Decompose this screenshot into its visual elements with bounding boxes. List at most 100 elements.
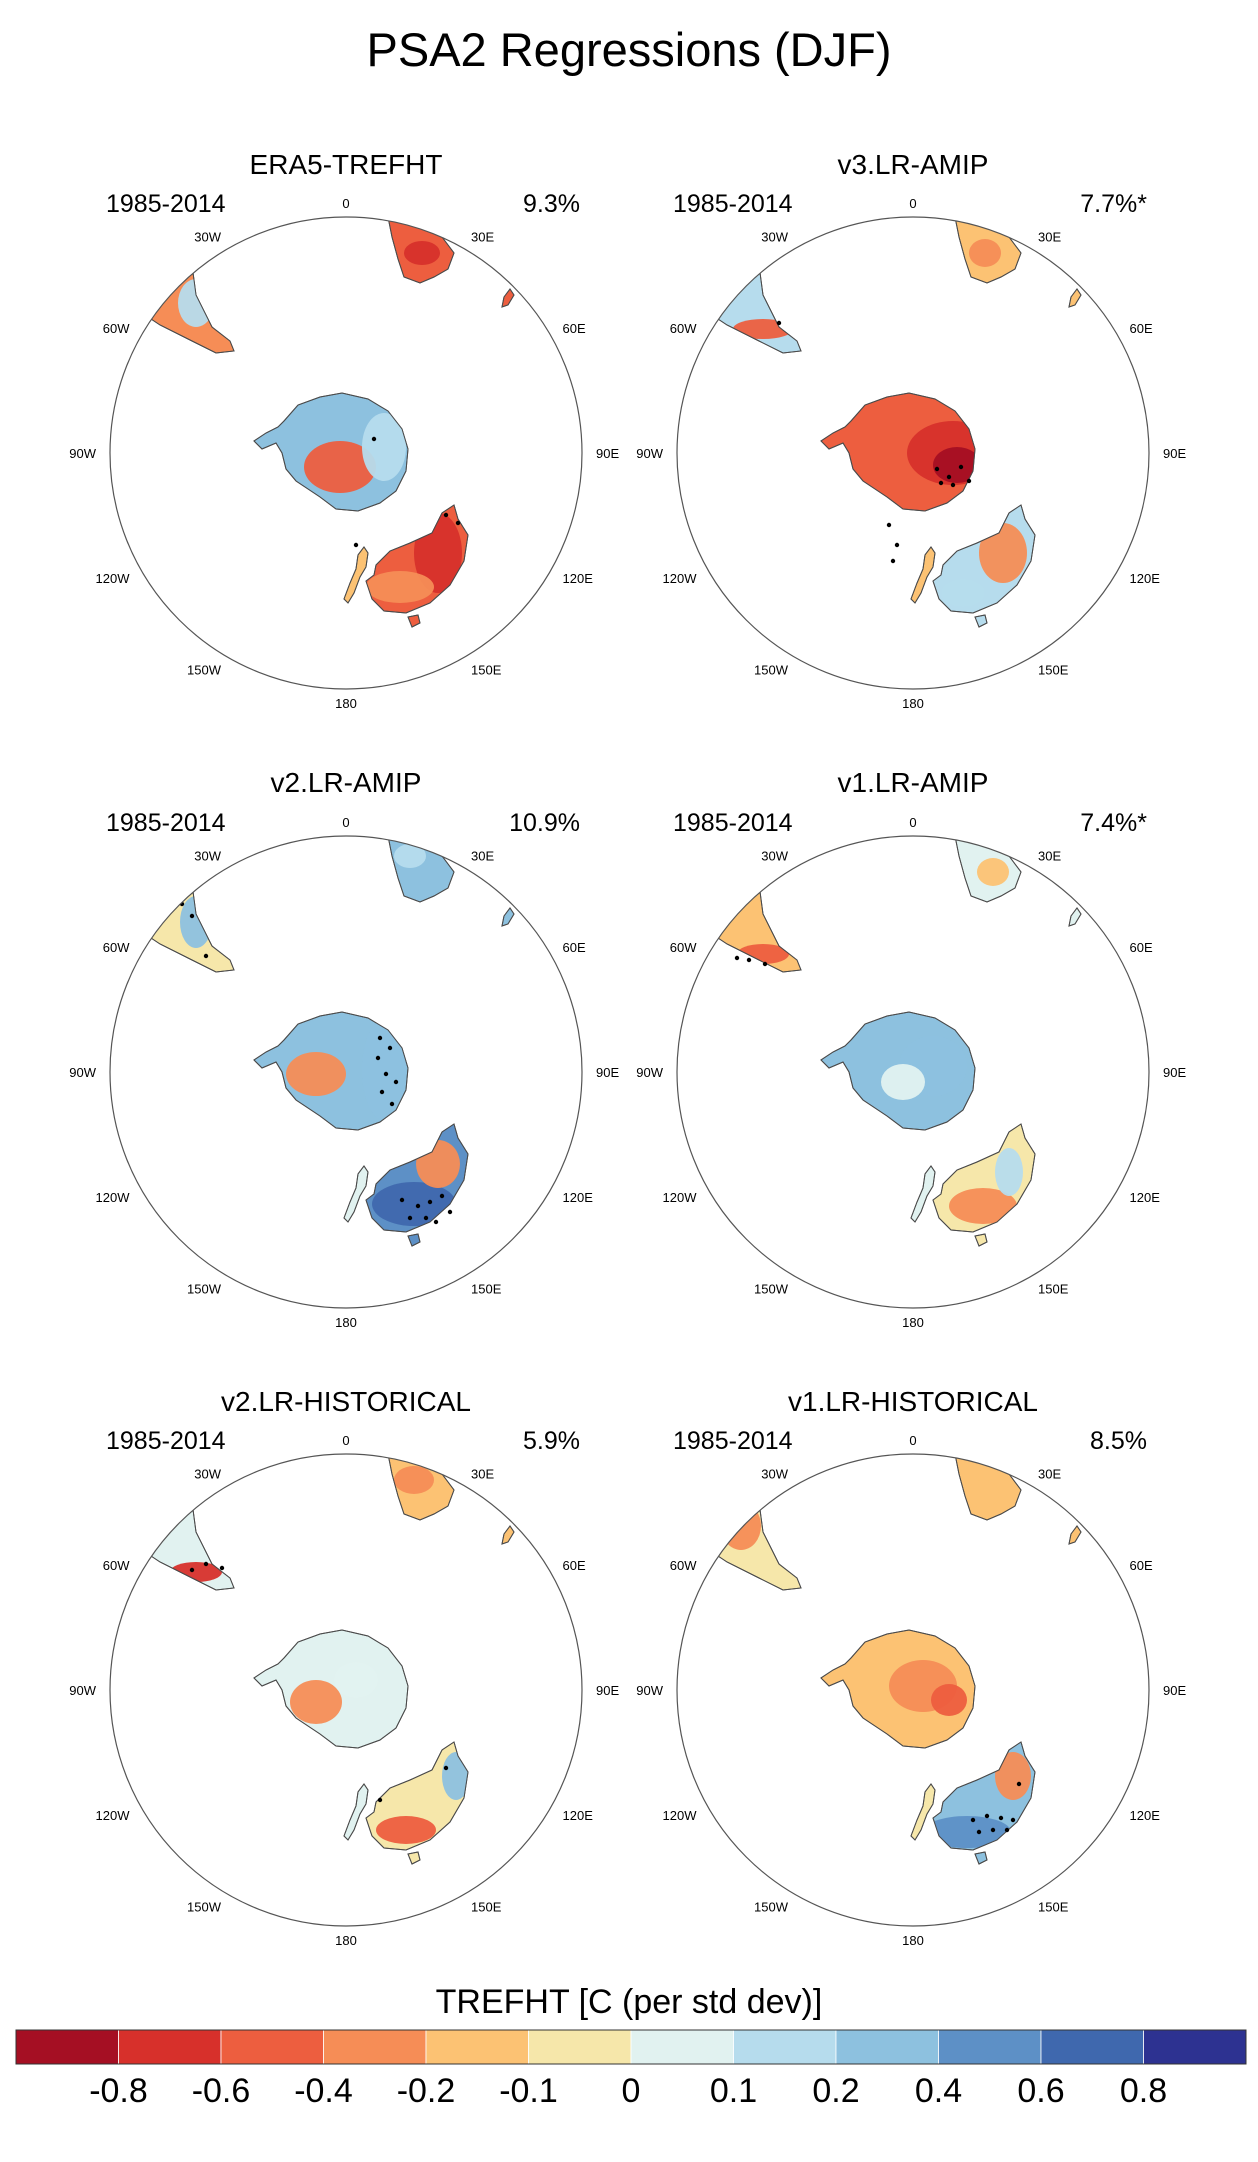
anomaly-contour [967, 1480, 999, 1508]
coastline [501, 1525, 515, 1545]
significance-dot [433, 1219, 439, 1225]
longitude-label: 0 [342, 196, 349, 211]
anomaly-contour [394, 844, 426, 868]
longitude-label: 120W [96, 1808, 131, 1823]
colorbar-tick-label: 0.4 [915, 2072, 962, 2110]
longitude-label: 30E [1038, 848, 1061, 863]
significance-dot [377, 1797, 383, 1803]
anomaly-contour [941, 579, 985, 607]
longitude-label: 30W [761, 1466, 788, 1481]
figure-title: PSA2 Regressions (DJF) [367, 23, 892, 76]
significance-dot [407, 1215, 413, 1221]
map-panel: v1.LR-AMIP 1985-2014 7.4%* 0 30E 60E 90E 120E 15… [636, 767, 1186, 1330]
significance-dot [966, 478, 972, 484]
significance-dot [423, 1215, 429, 1221]
longitude-label: 30W [194, 229, 221, 244]
significance-dot [1016, 1781, 1022, 1787]
polar-boundary [676, 1453, 1150, 1927]
longitude-label: 120E [1130, 571, 1161, 586]
longitude-label: 180 [335, 1933, 357, 1948]
anomaly-contour [969, 239, 1001, 267]
coastline [1068, 1525, 1082, 1545]
anomaly-contour [881, 1064, 925, 1100]
longitude-label: 150W [754, 663, 789, 678]
polar-boundary [109, 1453, 583, 1927]
map-panel: v2.LR-HISTORICAL 1985-2014 5.9% 0 30E 60E 90E 1… [69, 1386, 619, 1948]
longitude-label: 30W [761, 229, 788, 244]
coastline [820, 1629, 976, 1749]
map-disk [677, 836, 1149, 1308]
longitude-label: 60E [1130, 321, 1153, 336]
panel-title: v1.LR-HISTORICAL [788, 1386, 1038, 1417]
longitude-label: 60W [670, 940, 697, 955]
coastline [407, 1851, 421, 1865]
significance-dot [1010, 1817, 1016, 1823]
colorbar-swatch [938, 2029, 1042, 2065]
longitude-label: 90W [69, 446, 96, 461]
coastline [932, 504, 1036, 614]
map-panel: v2.LR-AMIP 1985-2014 10.9% 0 30E 60E 90E 120E 15… [69, 767, 619, 1330]
longitude-label: 90W [69, 1065, 96, 1080]
coastline [253, 392, 409, 512]
significance-dot [173, 254, 179, 260]
longitude-label: 150E [1038, 663, 1069, 678]
longitude-label: 150W [754, 1900, 789, 1915]
colorbar-title: TREFHT [C (per std dev)] [436, 1983, 823, 2021]
longitude-label: 180 [335, 1315, 357, 1330]
anomaly-contour [933, 447, 975, 483]
colorbar-tick-label: -0.4 [294, 2072, 353, 2110]
coastline [1068, 288, 1082, 308]
significance-dot [353, 542, 359, 548]
colorbar-swatch [630, 2029, 734, 2065]
colorbar-swatch [733, 2029, 837, 2065]
coastline [932, 1741, 1036, 1851]
colorbar-tick-label: -0.8 [89, 2072, 148, 2110]
panel-variance: 7.7%* [1080, 190, 1147, 218]
longitude-label: 150W [754, 1282, 789, 1297]
panel-grid: ERA5-TREFHT 1985-2014 9.3% 0 30E 60E 90E 120E 15… [69, 149, 1186, 1948]
significance-dot [776, 320, 782, 326]
significance-dot [393, 1079, 399, 1085]
significance-dot [984, 1813, 990, 1819]
significance-dot [746, 957, 752, 963]
panel-title: v2.LR-HISTORICAL [221, 1386, 471, 1417]
anomaly-contour [995, 1752, 1031, 1800]
panel-variance: 5.9% [523, 1427, 580, 1455]
longitude-label: 60E [563, 321, 586, 336]
coastline [365, 1123, 469, 1233]
longitude-label: 90E [596, 1065, 619, 1080]
longitude-label: 180 [902, 1933, 924, 1948]
anomaly-contour [995, 1148, 1023, 1196]
significance-dot [976, 1829, 982, 1835]
significance-dot [700, 941, 706, 947]
longitude-label: 60W [103, 1558, 130, 1573]
panel-variance: 7.4%* [1080, 809, 1147, 837]
map-disk [677, 1454, 1149, 1926]
colorbar-frame [15, 2029, 1247, 2065]
coastline [343, 1783, 369, 1841]
significance-dot [455, 520, 461, 526]
map-panel: ERA5-TREFHT 1985-2014 9.3% 0 30E 60E 90E 120E 15… [69, 149, 619, 711]
significance-dot [958, 464, 964, 470]
colorbar: TREFHT [C (per std dev)] -0.8 -0.6 -0.4 -0.… [15, 1983, 1247, 2110]
longitude-label: 0 [909, 196, 916, 211]
longitude-label: 60E [1130, 940, 1153, 955]
significance-dot [371, 436, 377, 442]
longitude-label: 90E [1163, 1683, 1186, 1698]
significance-dot [946, 474, 952, 480]
significance-dot [970, 1817, 976, 1823]
significance-dot [970, 217, 976, 220]
coastline [974, 1851, 988, 1865]
coastline [501, 288, 515, 308]
coastline [974, 1233, 988, 1247]
coastline [407, 1233, 421, 1247]
significance-dot [1004, 1827, 1010, 1833]
longitude-label: 150E [471, 663, 502, 678]
significance-dot [427, 1199, 433, 1205]
panel-period: 1985-2014 [673, 190, 793, 218]
significance-dot [439, 1193, 445, 1199]
longitude-label: 120W [663, 571, 698, 586]
significance-dot [938, 480, 944, 486]
longitude-label: 90W [69, 1683, 96, 1698]
